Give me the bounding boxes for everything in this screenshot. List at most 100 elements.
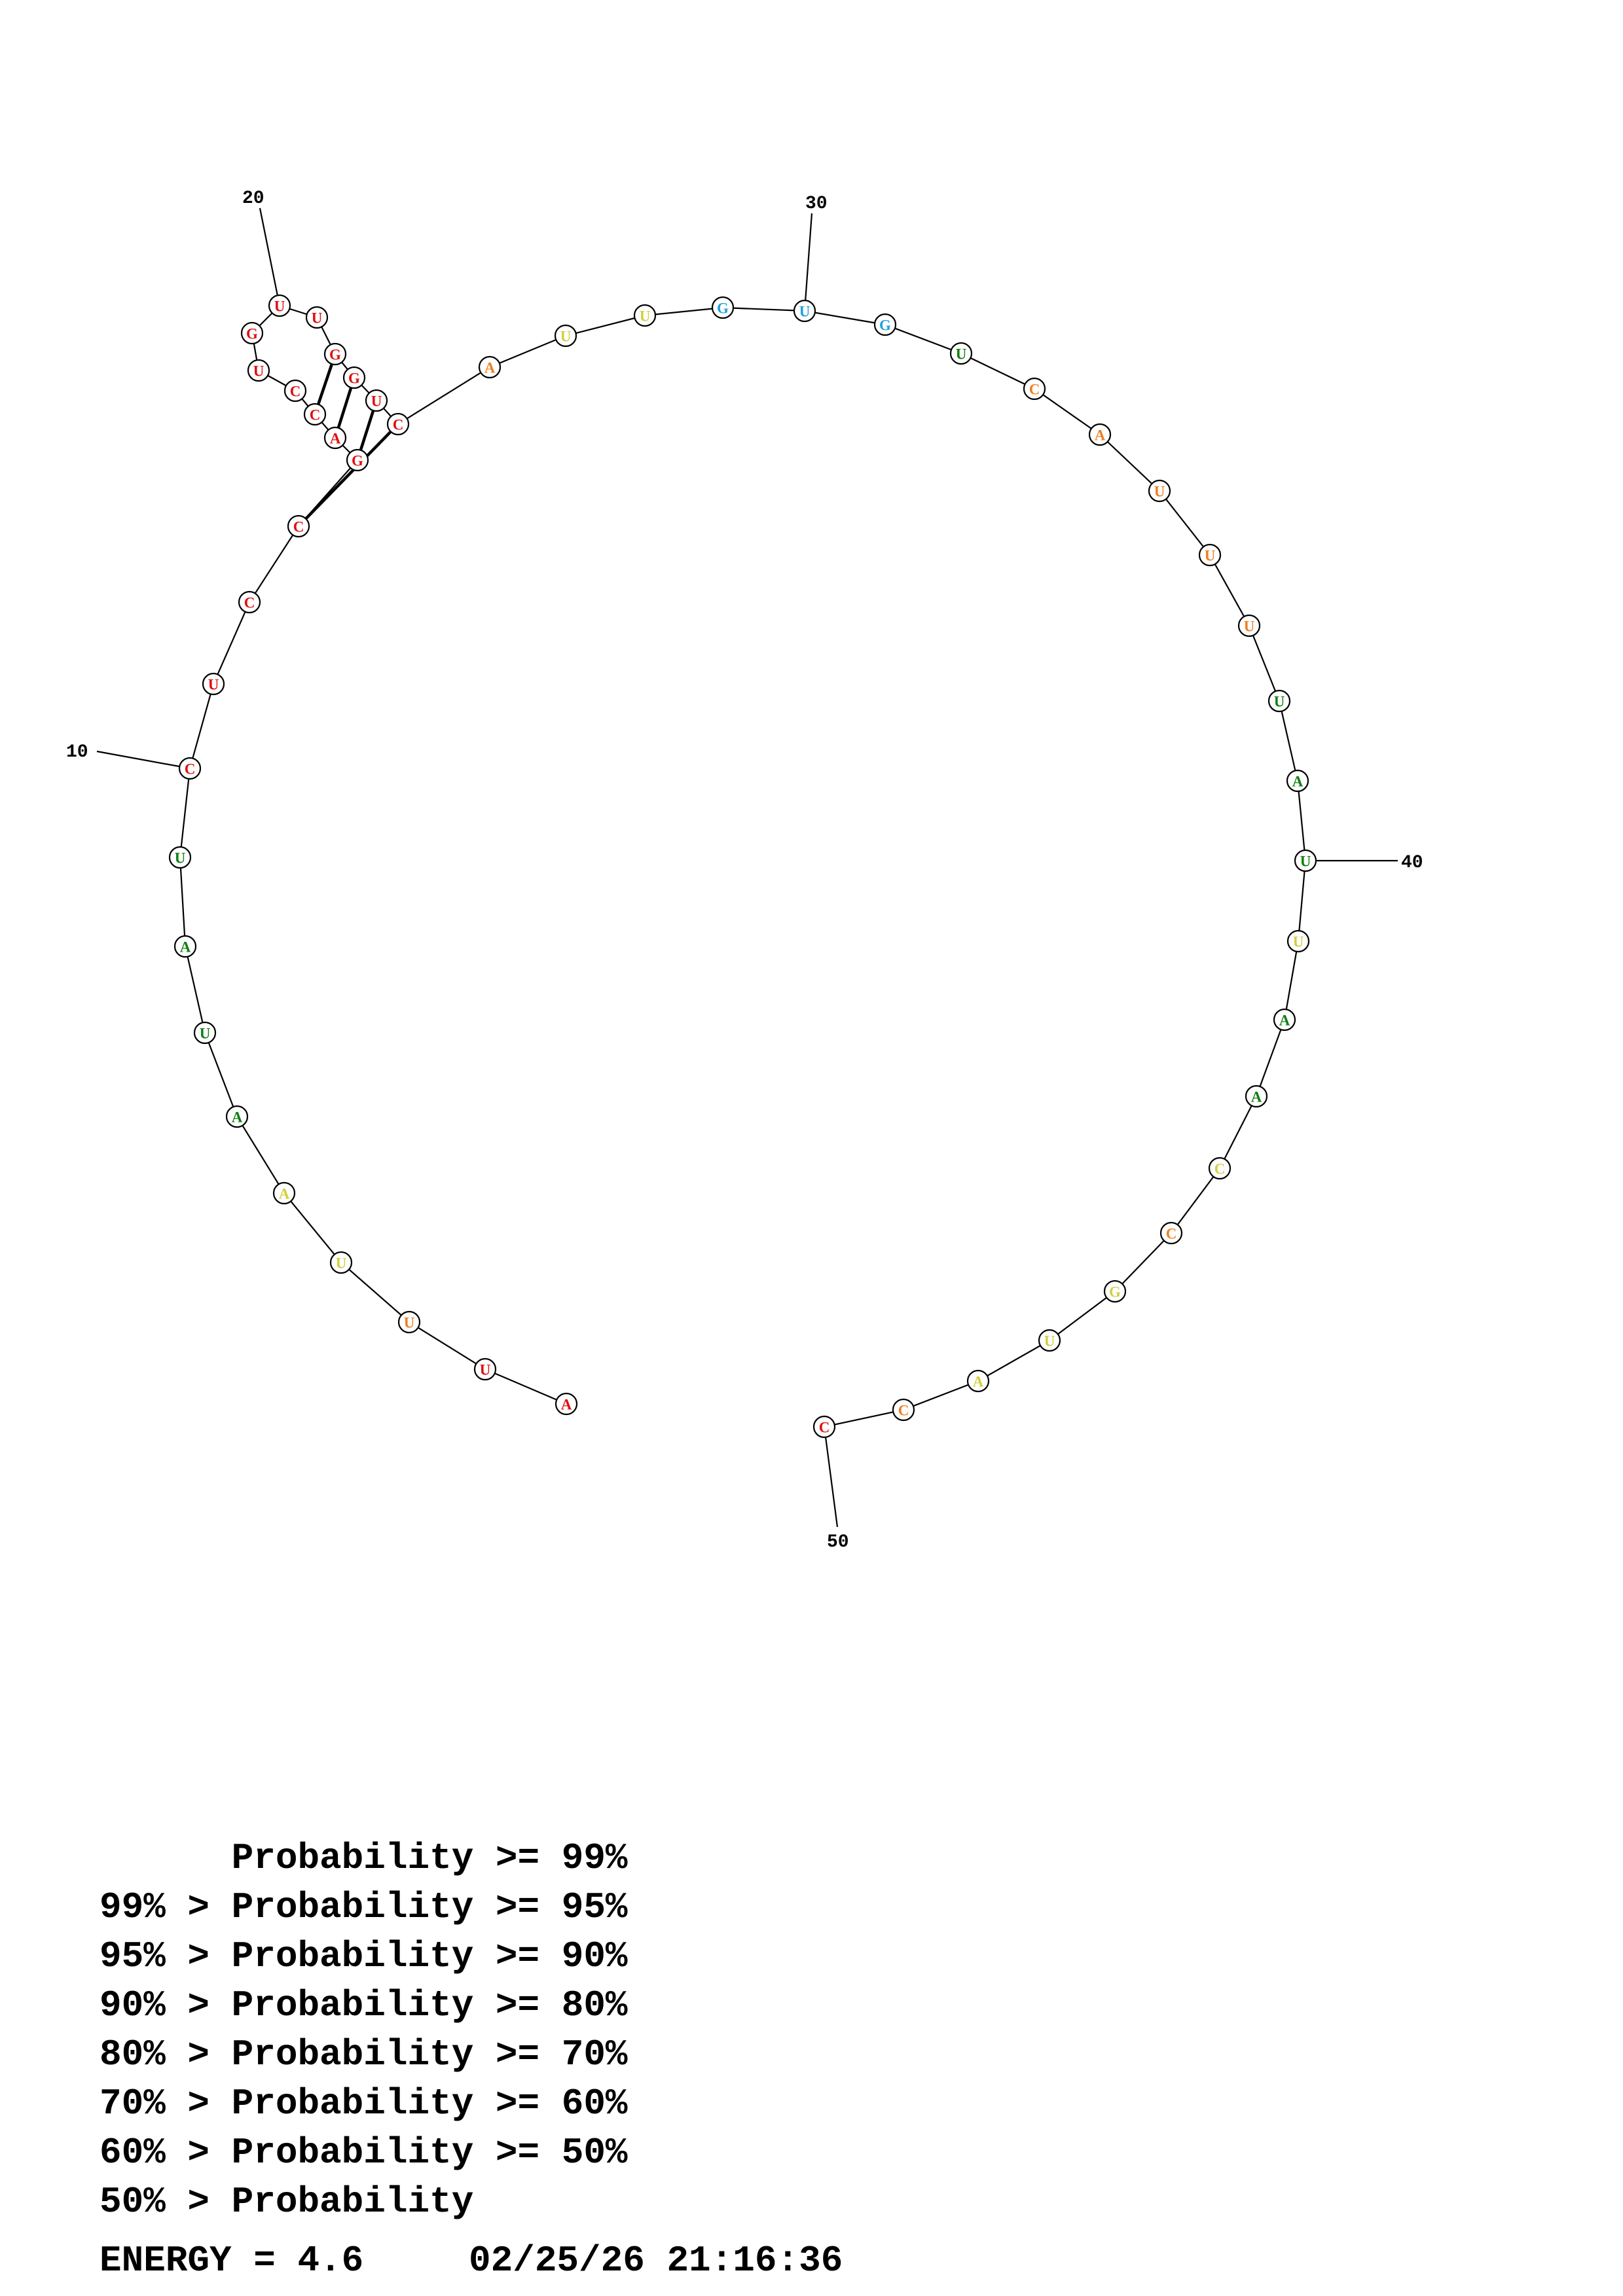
nucleotide-44: C xyxy=(1208,1157,1231,1180)
nucleotide-28: U xyxy=(633,304,657,327)
nucleotide-38: U xyxy=(1267,689,1291,713)
nucleotide-11: U xyxy=(202,672,225,696)
nucleotide-letter: C xyxy=(898,1403,909,1419)
nucleotide-letter: G xyxy=(329,347,341,363)
nucleotide-circle xyxy=(1273,1008,1296,1031)
nucleotide-circle xyxy=(1267,689,1291,713)
nucleotide-circle xyxy=(305,306,329,329)
nucleotide-circle xyxy=(1208,1157,1231,1180)
nucleotide-30: U xyxy=(793,299,816,323)
nucleotide-circle xyxy=(1245,1085,1268,1108)
nucleotide-23: G xyxy=(342,366,366,389)
nucleotide-circle xyxy=(329,1251,353,1274)
nucleotide-39: A xyxy=(1286,769,1309,793)
nucleotide-letter: A xyxy=(561,1397,572,1413)
nucleotide-circle xyxy=(812,1415,836,1439)
nucleotide-circle xyxy=(554,324,577,348)
nucleotide-circle xyxy=(287,514,310,538)
nucleotide-circle xyxy=(873,313,897,336)
nucleotide-letter: C xyxy=(185,761,196,778)
nucleotide-circle xyxy=(1038,1329,1061,1352)
nucleotide-letter: U xyxy=(956,346,967,363)
index-ticks: 10 20 30 40 50 xyxy=(66,188,1423,1552)
nucleotide-letter: U xyxy=(1244,619,1255,635)
nucleotide-letter: G xyxy=(348,370,360,387)
nucleotide-circle xyxy=(202,672,225,696)
nucleotide-letter: A xyxy=(1292,774,1304,790)
nucleotide-circle xyxy=(1088,423,1112,446)
legend-line-3: 90% > Probability >= 80% xyxy=(100,1984,628,2026)
nucleotide-letter: U xyxy=(200,1026,211,1042)
nucleotide-4: U xyxy=(329,1251,353,1274)
nucleotide-circle xyxy=(193,1021,217,1045)
nucleotide-letter: U xyxy=(640,308,651,325)
nucleotide-letter: C xyxy=(310,407,321,423)
nucleotide-45: C xyxy=(1159,1221,1183,1245)
nucleotide-27: U xyxy=(554,324,577,348)
nucleotide-circle xyxy=(323,342,347,366)
nucleotide-18: U xyxy=(247,359,270,382)
nucleotide-48: A xyxy=(966,1369,990,1393)
nucleotide-circle xyxy=(555,1392,578,1416)
nucleotide-circle xyxy=(386,412,410,436)
footer: ENERGY = 4.6 02/25/26 21:16:36 xyxy=(100,2240,843,2282)
nucleotide-letter: C xyxy=(290,384,301,400)
nucleotide-46: G xyxy=(1103,1280,1127,1303)
nucleotide-43: A xyxy=(1245,1085,1268,1108)
nucleotide-13: C xyxy=(287,514,310,538)
nucleotide-circle xyxy=(168,846,192,869)
nucleotide-circle xyxy=(949,342,973,365)
nucleotide-35: U xyxy=(1148,479,1171,503)
tick-label-50: 50 xyxy=(827,1532,849,1552)
nucleotide-22: G xyxy=(323,342,347,366)
nucleotide-31: G xyxy=(873,313,897,336)
nucleotide-letter: A xyxy=(973,1374,984,1390)
nucleotide-letter: A xyxy=(232,1109,243,1126)
tick-label-20: 20 xyxy=(242,188,264,209)
nucleotide-49: C xyxy=(892,1398,915,1422)
tick-label-40: 40 xyxy=(1401,853,1423,873)
nucleotide-letter: A xyxy=(180,939,191,956)
nucleotide-circle xyxy=(1286,929,1310,953)
nucleotide-circle xyxy=(1159,1221,1183,1245)
nucleotide-8: A xyxy=(173,935,197,958)
nucleotide-33: C xyxy=(1023,377,1046,401)
nucleotide-19: G xyxy=(240,321,264,345)
nucleotide-letter: A xyxy=(1095,427,1106,444)
nucleotide-letter: G xyxy=(246,326,258,342)
backbone-line xyxy=(179,304,1307,1428)
nucleotide-letter: U xyxy=(253,363,264,380)
nucleotide-34: A xyxy=(1088,423,1112,446)
nucleotide-circle xyxy=(303,403,327,426)
nucleotide-letter: U xyxy=(312,310,323,327)
nucleotide-letter: U xyxy=(480,1362,491,1378)
nucleotide-circle xyxy=(1294,849,1317,872)
nucleotide-circle xyxy=(272,1181,296,1205)
nucleotide-letter: U xyxy=(371,393,382,410)
nucleotide-9: U xyxy=(168,846,192,869)
nucleotide-circle xyxy=(966,1369,990,1393)
nucleotide-circle xyxy=(793,299,816,323)
timestamp: 02/25/26 21:16:36 xyxy=(469,2240,843,2282)
nucleotide-circle xyxy=(178,757,202,780)
nucleotide-letter: C xyxy=(819,1420,830,1436)
nucleotide-letter: A xyxy=(279,1186,290,1202)
tick-label-30: 30 xyxy=(805,194,828,214)
nucleotide-circle xyxy=(346,448,369,472)
base-pair-bond xyxy=(317,364,333,404)
nucleotide-letter: G xyxy=(352,453,363,469)
nucleotide-circle xyxy=(323,426,347,450)
nucleotide-circle xyxy=(397,1310,421,1334)
nucleotide-letter: G xyxy=(1109,1284,1121,1300)
nucleotide-16: C xyxy=(303,403,327,426)
legend-line-4: 80% > Probability >= 70% xyxy=(100,2034,628,2075)
base-pair-bond xyxy=(337,387,353,428)
nucleotide-letter: A xyxy=(330,431,341,447)
nucleotide-circle xyxy=(225,1105,249,1128)
legend-line-5: 70% > Probability >= 60% xyxy=(100,2083,628,2125)
nucleotide-circle xyxy=(238,590,261,614)
nucleotide-circle xyxy=(1103,1280,1127,1303)
nucleotide-letter: U xyxy=(799,304,811,320)
